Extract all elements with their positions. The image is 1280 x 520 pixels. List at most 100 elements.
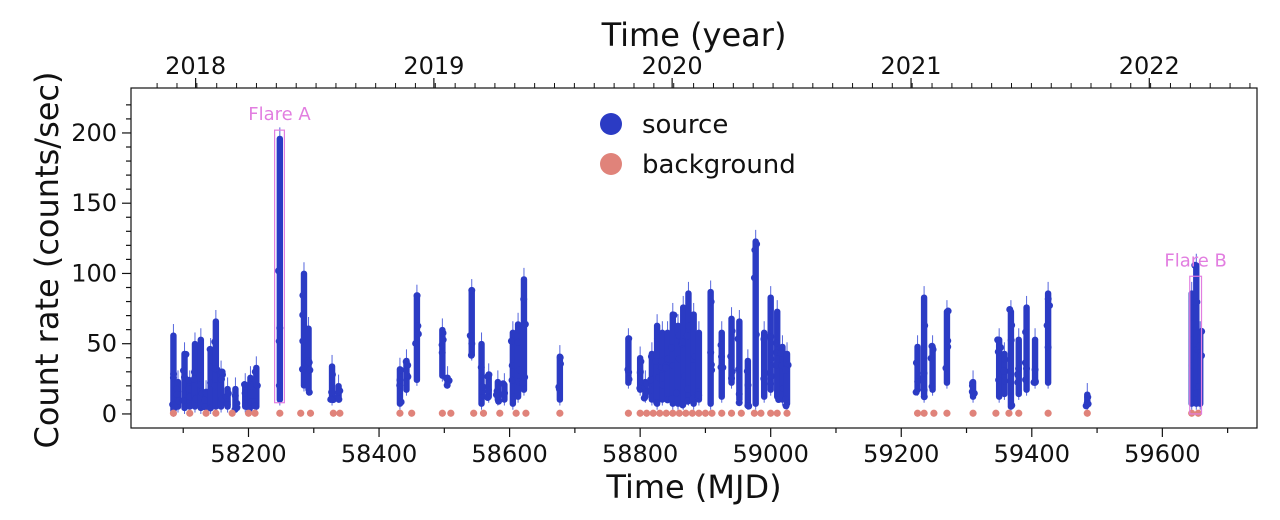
source-observation xyxy=(942,300,952,389)
background-point xyxy=(718,409,726,417)
background-point xyxy=(913,409,922,417)
source-observation xyxy=(327,354,337,406)
source-point-column xyxy=(695,329,703,403)
background-point xyxy=(1005,409,1013,417)
source-observation xyxy=(222,377,232,413)
background-point xyxy=(202,409,210,417)
source-point xyxy=(438,349,446,357)
legend-marker-background xyxy=(600,153,622,175)
source-point xyxy=(662,364,670,372)
source-point xyxy=(728,374,736,382)
background-point xyxy=(695,409,703,417)
source-point xyxy=(782,402,790,410)
background-point xyxy=(656,409,664,417)
source-observation xyxy=(466,279,476,361)
source-point xyxy=(253,382,261,390)
source-point xyxy=(760,375,768,383)
source-point xyxy=(468,286,476,294)
background-point xyxy=(396,409,404,417)
source-point xyxy=(784,361,792,369)
source-point xyxy=(397,398,405,406)
source-point xyxy=(439,329,447,337)
source-point xyxy=(233,404,241,412)
source-point xyxy=(944,307,952,315)
source-point xyxy=(211,338,219,346)
source-point-column xyxy=(669,311,676,407)
source-point xyxy=(653,399,661,407)
background-point xyxy=(297,409,305,417)
source-point xyxy=(484,386,492,394)
source-point xyxy=(707,349,715,357)
source-observation xyxy=(173,370,183,413)
source-point xyxy=(760,335,768,343)
source-point xyxy=(625,375,633,383)
legend-label-background: background xyxy=(642,150,796,180)
source-point-column xyxy=(1007,308,1015,410)
source-point xyxy=(477,363,485,371)
x-tick-label: 58400 xyxy=(341,440,417,468)
source-point xyxy=(521,373,529,381)
source-point xyxy=(467,351,475,359)
source-point xyxy=(336,387,344,395)
background-point xyxy=(251,409,259,417)
background-point xyxy=(767,409,775,417)
background-point xyxy=(783,409,791,417)
y-tick-label: 200 xyxy=(71,119,117,147)
source-point xyxy=(970,389,978,397)
source-point xyxy=(212,365,220,373)
background-point xyxy=(943,409,951,417)
flare-label: Flare B xyxy=(1164,250,1227,271)
source-point xyxy=(927,354,935,362)
source-point xyxy=(305,388,313,396)
source-point xyxy=(439,336,447,344)
source-point xyxy=(403,371,411,379)
source-point-column xyxy=(413,293,421,384)
source-point xyxy=(241,389,249,397)
background-point xyxy=(920,409,928,417)
source-observation xyxy=(1043,281,1053,389)
source-point xyxy=(556,360,564,368)
source-point xyxy=(206,345,214,353)
source-observation xyxy=(647,342,657,406)
source-point-column xyxy=(685,290,692,403)
source-point xyxy=(994,336,1002,344)
source-point xyxy=(275,337,283,345)
source-observation xyxy=(484,363,493,403)
y-tick-label: 0 xyxy=(102,400,117,428)
y-axis-label: Count rate (counts/sec) xyxy=(28,71,66,448)
background-point xyxy=(708,409,716,417)
source-point xyxy=(782,366,790,374)
source-point xyxy=(1044,343,1052,351)
source-point-column xyxy=(653,322,661,407)
source-point xyxy=(414,330,422,338)
source-observation xyxy=(636,346,645,396)
source-point xyxy=(679,338,687,346)
source-point xyxy=(912,388,920,396)
source-observation xyxy=(555,345,564,406)
source-point-column xyxy=(207,346,214,412)
source-point xyxy=(969,379,977,387)
source-observation xyxy=(231,377,241,414)
background-point xyxy=(336,409,344,417)
source-point xyxy=(921,322,929,330)
source-point xyxy=(299,311,307,319)
background-point xyxy=(228,409,236,417)
source-point xyxy=(328,388,336,396)
source-point xyxy=(914,378,922,386)
background-point xyxy=(675,409,683,417)
background-point xyxy=(992,409,1000,417)
source-observation xyxy=(968,370,978,403)
source-observation xyxy=(196,328,206,414)
source-point xyxy=(274,267,282,275)
source-point-column xyxy=(752,238,759,407)
legend-marker-source xyxy=(600,113,622,135)
background-point xyxy=(169,409,178,417)
source-point xyxy=(251,402,259,410)
top-tick-label: 2019 xyxy=(403,52,464,80)
source-point xyxy=(223,401,231,409)
source-point xyxy=(684,397,692,405)
source-point xyxy=(624,365,632,373)
source-point xyxy=(752,331,760,339)
background-point xyxy=(276,409,284,417)
source-point xyxy=(507,337,515,345)
